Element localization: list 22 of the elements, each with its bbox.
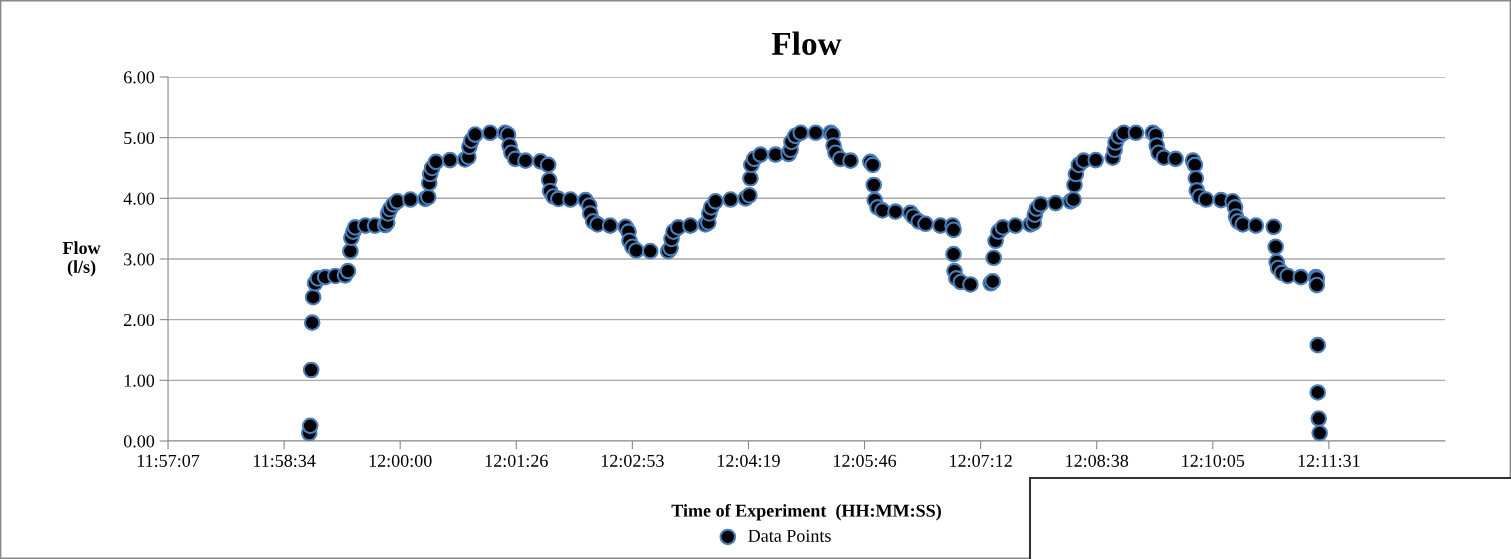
y-tick-label: 2.00 <box>124 313 155 327</box>
x-tick-label: 12:11:31 <box>1298 454 1360 467</box>
chart-title: Flow <box>771 31 842 56</box>
x-tick-label: 11:58:34 <box>253 454 316 467</box>
x-tick-label: 11:57:07 <box>137 454 200 467</box>
x-tick-label: 12:10:05 <box>1182 454 1245 467</box>
y-tick-label: 6.00 <box>124 71 155 84</box>
y-tick-label: 5.00 <box>124 131 155 145</box>
y-tick-label: 1.00 <box>124 374 155 387</box>
x-tick-label: 12:07:12 <box>950 454 1012 467</box>
y-tick-label: 3.00 <box>124 253 155 266</box>
y-tick-label: 4.00 <box>123 192 155 205</box>
x-tick-label: 12:08:38 <box>1066 454 1129 467</box>
legend-label: Data Points <box>748 529 831 542</box>
x-axis-title: Time of Experiment (HH:MM:SS) <box>671 503 941 521</box>
x-tick-label: 12:02:53 <box>601 454 664 467</box>
x-tick-label: 12:05:46 <box>834 454 897 467</box>
x-tick-label: 12:00:00 <box>369 454 432 467</box>
y-axis-title: Flow (l/s) <box>62 241 101 277</box>
x-tick-label: 12:01:26 <box>485 454 548 467</box>
y-tick-label: 0.00 <box>123 435 155 448</box>
x-tick-label: 12:04:19 <box>717 454 780 467</box>
